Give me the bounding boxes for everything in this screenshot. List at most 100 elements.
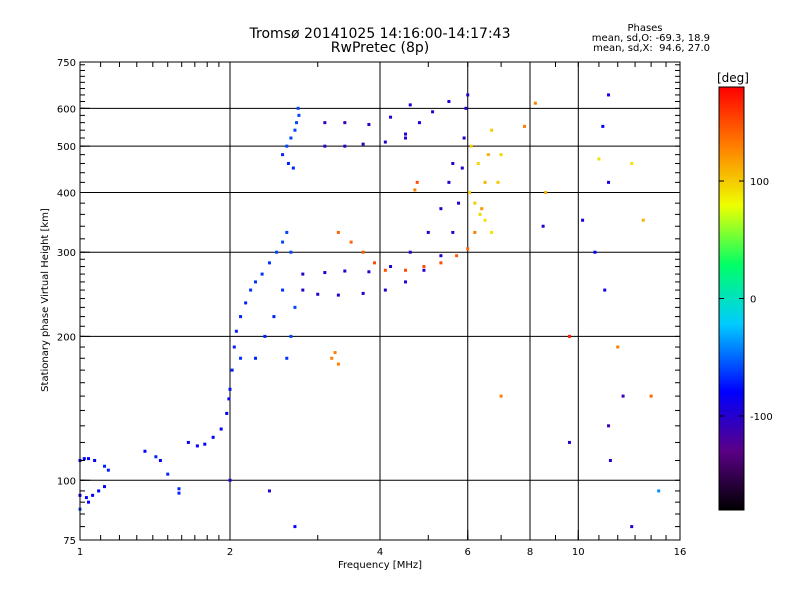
echo-point bbox=[478, 212, 482, 216]
echo-point bbox=[451, 161, 455, 165]
echo-point bbox=[480, 207, 484, 211]
echo-point bbox=[285, 144, 289, 148]
echo-point bbox=[361, 250, 365, 254]
echo-point bbox=[267, 489, 271, 493]
echo-point bbox=[323, 271, 327, 275]
echo-point bbox=[301, 288, 305, 292]
x-tick-label: 16 bbox=[674, 547, 687, 558]
echo-point bbox=[177, 491, 181, 495]
echo-point bbox=[228, 387, 232, 391]
echo-point bbox=[476, 161, 480, 165]
echo-point bbox=[649, 394, 653, 398]
echo-point bbox=[289, 136, 293, 140]
echo-point bbox=[330, 356, 334, 360]
echo-point bbox=[581, 218, 585, 222]
echo-point bbox=[275, 250, 279, 254]
colorbar-ticks: 100 0 -100 bbox=[719, 177, 773, 423]
echo-point bbox=[607, 93, 611, 97]
echo-point bbox=[211, 435, 215, 439]
y-tick-label: 75 bbox=[63, 536, 76, 547]
echo-point bbox=[361, 291, 365, 295]
echo-point bbox=[293, 305, 297, 309]
echo-point bbox=[408, 103, 412, 107]
echo-point bbox=[227, 397, 231, 401]
echo-point bbox=[447, 180, 451, 184]
echo-point bbox=[415, 180, 419, 184]
echo-point bbox=[281, 288, 285, 292]
echo-point bbox=[349, 240, 353, 244]
echo-point bbox=[413, 188, 417, 192]
echo-point bbox=[607, 180, 611, 184]
echo-point bbox=[323, 144, 327, 148]
echo-point bbox=[219, 427, 223, 431]
echo-point bbox=[603, 288, 607, 292]
o-mode-stats: mean, sd,O: -69.3, 18.9 bbox=[591, 33, 710, 44]
echo-point bbox=[523, 124, 527, 128]
echo-point bbox=[383, 140, 387, 144]
echo-point bbox=[607, 424, 611, 428]
colorbar-tick-label: 0 bbox=[750, 295, 756, 306]
echo-point bbox=[336, 230, 340, 234]
x-axis-label: Frequency [MHz] bbox=[338, 560, 422, 571]
echo-point bbox=[143, 449, 147, 453]
echo-point bbox=[343, 121, 347, 125]
y-tick-label: 300 bbox=[57, 248, 76, 259]
echo-point bbox=[260, 272, 264, 276]
echo-point bbox=[336, 362, 340, 366]
echo-point bbox=[343, 144, 347, 148]
y-tick-label: 400 bbox=[57, 188, 76, 199]
echo-point bbox=[466, 93, 470, 97]
echo-point bbox=[253, 356, 257, 360]
y-tick-label: 600 bbox=[57, 104, 76, 115]
echo-point bbox=[323, 121, 327, 125]
grid-lines bbox=[80, 62, 680, 540]
echo-point bbox=[455, 254, 459, 258]
echo-point bbox=[630, 161, 634, 165]
echo-point bbox=[239, 315, 243, 319]
echo-point bbox=[367, 270, 371, 274]
echo-point bbox=[616, 345, 620, 349]
echo-point bbox=[166, 472, 170, 476]
echo-point bbox=[451, 230, 455, 234]
echo-point bbox=[232, 345, 236, 349]
echo-point bbox=[464, 106, 468, 110]
echo-point bbox=[496, 180, 500, 184]
echo-point bbox=[490, 128, 494, 132]
echo-point bbox=[316, 292, 320, 296]
echo-point bbox=[466, 247, 470, 251]
echo-point bbox=[106, 468, 110, 472]
echo-point bbox=[490, 230, 494, 234]
echo-point bbox=[422, 268, 426, 272]
echo-point bbox=[286, 161, 290, 165]
axis-tick-labels: 1 2 4 6 8 10 16 75 100 200 300 400 500 600 750 bbox=[57, 58, 686, 558]
echo-point bbox=[285, 230, 289, 234]
echo-point bbox=[597, 157, 601, 161]
colorbar-tick-label: -100 bbox=[750, 412, 773, 423]
echo-point bbox=[431, 110, 435, 114]
echo-point bbox=[158, 458, 162, 462]
y-tick-label: 500 bbox=[57, 142, 76, 153]
echo-point bbox=[403, 268, 407, 272]
echo-point bbox=[86, 500, 90, 504]
x-tick-label: 2 bbox=[227, 547, 233, 558]
echo-point bbox=[195, 444, 199, 448]
echo-point bbox=[293, 525, 297, 529]
echo-point bbox=[203, 442, 207, 446]
echo-point bbox=[383, 288, 387, 292]
echo-point bbox=[361, 142, 365, 146]
echo-point bbox=[177, 487, 181, 491]
echo-point bbox=[267, 261, 271, 265]
echo-point bbox=[297, 113, 301, 117]
phases-heading: Phases bbox=[627, 23, 663, 34]
echo-point bbox=[333, 351, 337, 355]
echo-point bbox=[301, 272, 305, 276]
echo-point bbox=[249, 288, 253, 292]
echo-point bbox=[336, 293, 340, 297]
echo-point bbox=[544, 190, 548, 194]
echo-point bbox=[281, 153, 285, 157]
echo-point bbox=[234, 329, 238, 333]
echo-point bbox=[439, 261, 443, 265]
echo-point bbox=[82, 457, 86, 461]
echo-point bbox=[289, 250, 293, 254]
echo-point bbox=[601, 124, 605, 128]
